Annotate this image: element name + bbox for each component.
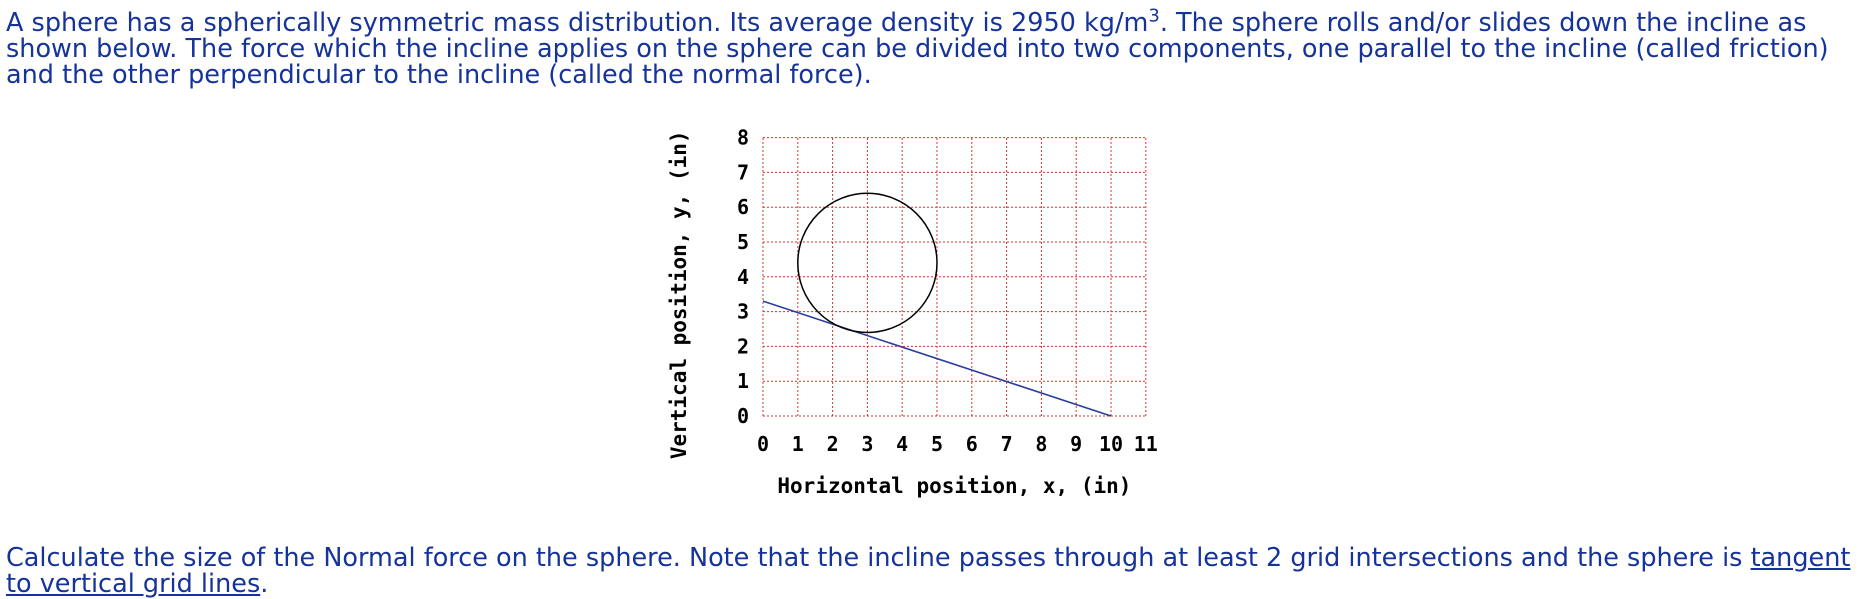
x-tick-label: 0 xyxy=(757,432,769,456)
sphere-circle xyxy=(797,192,938,334)
x-tick-label: 2 xyxy=(827,432,839,456)
x-axis-label: Horizontal position, x, (in) xyxy=(777,474,1131,498)
intro-superscript: 3 xyxy=(1148,5,1160,27)
y-tick-label: 0 xyxy=(737,404,749,428)
x-tick-labels: 0 1 2 3 4 5 6 7 8 9 10 11 xyxy=(757,432,1158,456)
y-tick-labels: 0 1 2 3 4 5 6 7 8 xyxy=(737,126,749,428)
x-tick-label: 6 xyxy=(966,432,978,456)
y-tick-label: 4 xyxy=(737,265,749,289)
y-tick-label: 1 xyxy=(737,369,749,393)
x-tick-label: 8 xyxy=(1035,432,1047,456)
incline-line xyxy=(762,300,1112,417)
question-underlined: tangent to vertical grid lines xyxy=(6,543,1851,599)
problem-intro-text: A sphere has a spherically symmetric mas… xyxy=(6,7,1858,90)
y-tick-label: 8 xyxy=(737,126,749,150)
y-tick-label: 5 xyxy=(737,230,749,254)
x-tick-label: 1 xyxy=(792,432,804,456)
grid xyxy=(762,137,1147,417)
intro-part1: A sphere has a spherically symmetric mas… xyxy=(6,8,1149,38)
question-text: Calculate the size of the Normal force o… xyxy=(6,545,1858,597)
x-tick-label: 11 xyxy=(1134,432,1158,456)
intro-part2: . The sphere rolls and/or slides down th… xyxy=(6,8,1829,90)
y-tick-label: 7 xyxy=(737,160,749,184)
x-tick-label: 5 xyxy=(931,432,943,456)
y-axis-label: Vertical position, y, (in) xyxy=(667,130,691,459)
x-tick-label: 10 xyxy=(1099,432,1123,456)
x-tick-label: 9 xyxy=(1070,432,1082,456)
y-tick-label: 6 xyxy=(737,195,749,219)
x-tick-label: 3 xyxy=(861,432,873,456)
y-tick-label: 3 xyxy=(737,300,749,324)
x-tick-label: 7 xyxy=(1001,432,1013,456)
question-part2: . xyxy=(260,569,269,599)
y-tick-label: 2 xyxy=(737,334,749,358)
question-part1: Calculate the size of the Normal force o… xyxy=(6,543,1751,573)
x-tick-label: 4 xyxy=(896,432,908,456)
